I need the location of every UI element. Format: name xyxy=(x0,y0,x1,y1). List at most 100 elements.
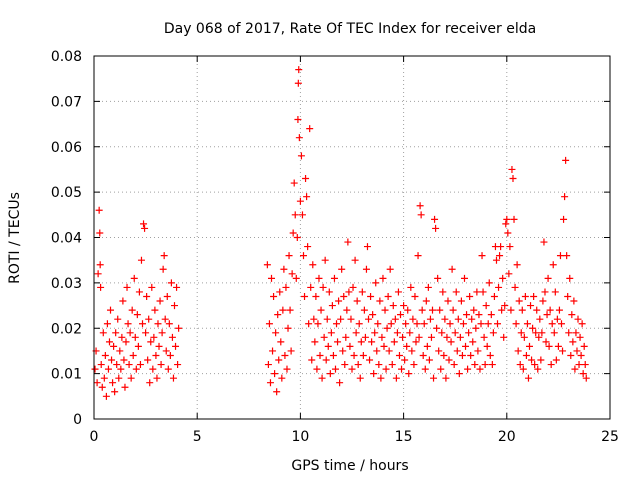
data-point xyxy=(557,320,565,328)
data-point xyxy=(386,265,394,273)
data-point xyxy=(135,288,143,296)
data-point xyxy=(174,361,182,369)
data-point xyxy=(556,252,564,260)
data-point xyxy=(482,302,490,310)
data-point xyxy=(104,365,112,373)
data-point xyxy=(551,288,559,296)
data-point xyxy=(152,351,160,359)
data-point xyxy=(470,306,478,314)
data-point xyxy=(284,324,292,332)
data-point xyxy=(539,297,547,305)
data-point xyxy=(125,361,133,369)
data-point xyxy=(416,202,424,210)
data-point xyxy=(323,315,331,323)
data-point xyxy=(281,351,289,359)
y-tick-label-0: 0 xyxy=(73,412,82,428)
data-point xyxy=(455,370,463,378)
data-point xyxy=(425,356,433,364)
data-point xyxy=(498,306,506,314)
data-point xyxy=(516,361,524,369)
data-point xyxy=(434,274,442,282)
data-point xyxy=(424,283,432,291)
data-point xyxy=(566,274,574,282)
data-point xyxy=(483,342,491,350)
data-point xyxy=(426,315,434,323)
data-point xyxy=(523,320,531,328)
data-point xyxy=(145,315,153,323)
data-point xyxy=(285,252,293,260)
data-point xyxy=(282,283,290,291)
data-point xyxy=(175,324,183,332)
data-point xyxy=(93,379,101,387)
data-point xyxy=(313,365,321,373)
data-point xyxy=(397,311,405,319)
data-point xyxy=(436,306,444,314)
data-point xyxy=(375,361,383,369)
data-point xyxy=(421,365,429,373)
data-point xyxy=(408,347,416,355)
data-point xyxy=(378,333,386,341)
data-point xyxy=(463,311,471,319)
data-point xyxy=(100,374,108,382)
data-point xyxy=(293,234,301,241)
data-point xyxy=(168,333,176,341)
y-tick-label-3: 0.03 xyxy=(51,276,82,292)
y-tick-label-5: 0.05 xyxy=(51,185,82,201)
data-point xyxy=(270,292,278,300)
data-point xyxy=(325,288,333,296)
data-point xyxy=(466,292,474,300)
data-point xyxy=(415,333,423,341)
data-point xyxy=(128,306,136,314)
data-point xyxy=(294,79,302,87)
data-point xyxy=(582,374,590,382)
data-point xyxy=(414,252,422,260)
data-point xyxy=(96,261,104,269)
data-point xyxy=(354,361,362,369)
grid-lines xyxy=(94,56,610,419)
data-point xyxy=(395,351,403,359)
data-point xyxy=(359,351,367,359)
data-point xyxy=(119,297,127,305)
data-point xyxy=(277,338,285,346)
data-point xyxy=(435,347,443,355)
data-point xyxy=(163,292,171,300)
data-point xyxy=(512,320,520,328)
data-point xyxy=(524,374,532,382)
data-point xyxy=(573,347,581,355)
data-point xyxy=(406,329,414,337)
data-point xyxy=(579,370,587,378)
data-point xyxy=(290,179,298,187)
data-point xyxy=(427,333,435,341)
data-point xyxy=(405,370,413,378)
data-point xyxy=(310,315,318,323)
data-point xyxy=(358,288,366,296)
data-point xyxy=(327,329,335,337)
x-tick-label-2: 10 xyxy=(291,429,309,445)
data-point xyxy=(401,356,409,364)
data-point xyxy=(471,361,479,369)
data-point xyxy=(441,315,449,323)
data-point xyxy=(357,338,365,346)
data-point xyxy=(127,374,135,382)
data-point xyxy=(347,315,355,323)
data-point xyxy=(459,320,467,328)
y-tick-label-8: 0.08 xyxy=(51,49,82,65)
data-point xyxy=(158,329,166,337)
data-point xyxy=(295,134,303,142)
data-point xyxy=(580,342,588,350)
data-point xyxy=(326,370,334,378)
data-point xyxy=(362,265,370,273)
data-point xyxy=(402,320,410,328)
data-point xyxy=(443,333,451,341)
data-point xyxy=(550,329,558,337)
data-point xyxy=(108,356,116,364)
data-point xyxy=(393,329,401,337)
data-point xyxy=(532,329,540,337)
data-point xyxy=(173,283,181,291)
data-point xyxy=(528,356,536,364)
data-point xyxy=(369,311,377,319)
data-point xyxy=(495,283,503,291)
data-point xyxy=(98,383,106,391)
data-point xyxy=(379,274,387,282)
